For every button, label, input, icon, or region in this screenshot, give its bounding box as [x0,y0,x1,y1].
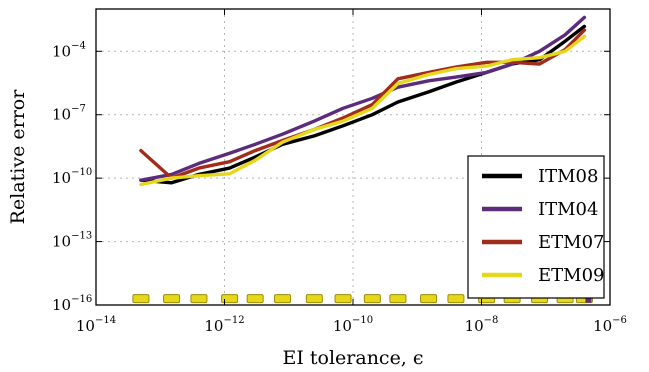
y-tick-label: 10−7 [52,104,86,124]
floor-marker [246,294,264,304]
y-tick-label: 10−16 [52,294,92,314]
floor-marker [190,294,208,304]
series-lines [139,15,587,187]
floor-marker [132,294,150,304]
x-tick-label: 10−6 [593,315,627,335]
y-tick-label: 10−10 [52,167,92,187]
legend-label: ITM04 [538,199,598,220]
floor-marker [221,294,239,304]
legend-label: ETM09 [538,265,604,286]
x-tick-label: 10−12 [204,315,244,335]
x-tick-label: 10−10 [333,315,373,335]
floor-marker [447,294,465,304]
floor-markers [132,294,593,304]
floor-marker [389,294,407,304]
tick-labels: 10−14 10−12 10−10 10−8 10−6 10−16 10−13 10−10 10… [52,40,627,335]
legend: ITM08 ITM04 ETM07 ETM09 [467,155,605,299]
floor-marker [334,294,352,304]
x-tick-label: 10−8 [465,315,499,335]
floor-marker-overlay [585,294,592,303]
floor-marker [163,294,181,304]
floor-marker [420,294,438,304]
floor-marker [274,294,292,304]
series-line-etm07 [139,28,587,180]
y-axis-label: Relative error [7,89,29,225]
x-axis-label: EI tolerance, ϵ [282,347,423,369]
y-tick-label: 10−4 [52,40,86,60]
legend-label: ITM08 [538,166,598,187]
floor-marker [363,294,381,304]
ticks [95,9,611,306]
x-tick-label: 10−14 [76,315,116,335]
legend-label: ETM07 [538,232,604,253]
series-line-etm09 [139,34,587,187]
floor-marker [305,294,323,304]
y-tick-label: 10−13 [52,231,92,251]
